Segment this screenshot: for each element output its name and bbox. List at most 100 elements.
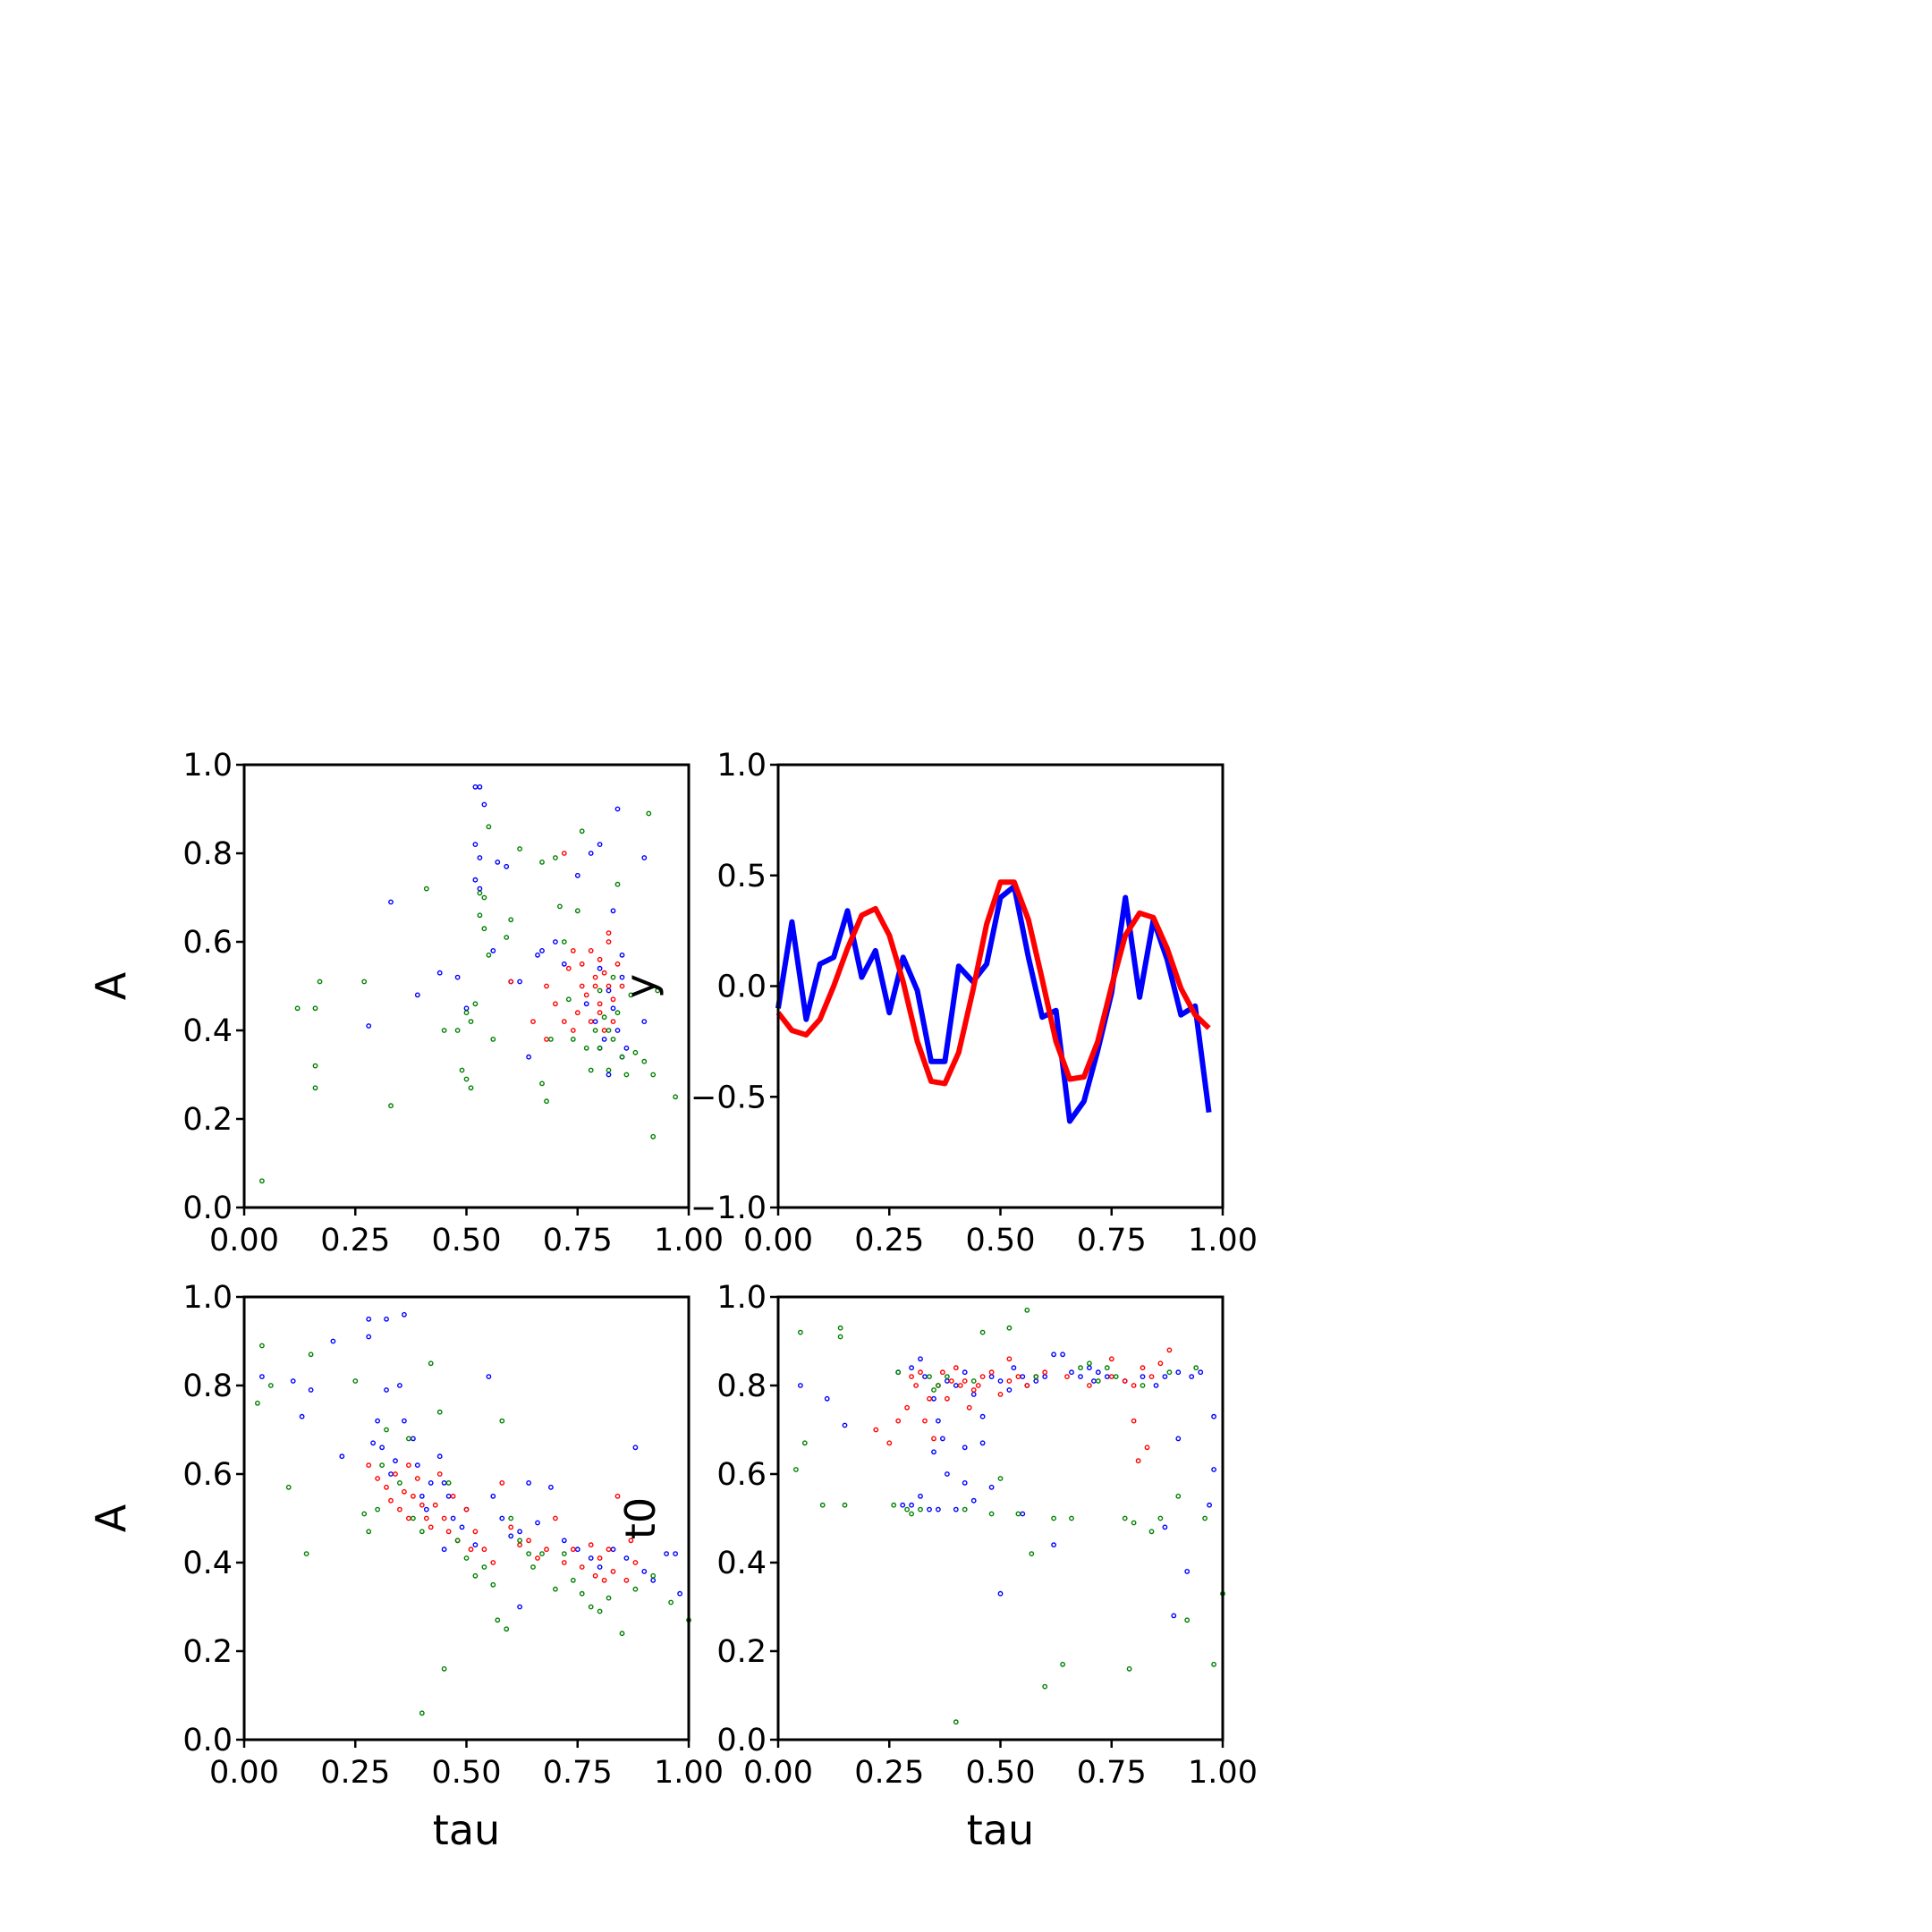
data-point-blue [574,872,580,878]
data-point-blue [472,784,479,790]
data-point-green [317,979,323,985]
data-point-blue [258,1374,265,1380]
data-point-green [517,846,522,852]
data-point-green [481,894,487,901]
x-tick-label: 0.25 [854,1223,924,1258]
data-point-green [668,1599,674,1606]
data-point-red [544,1546,549,1553]
data-point-blue [1171,1613,1177,1619]
x-tick-label: 0.75 [1077,1223,1147,1258]
y-tick-label: 0.0 [182,1191,233,1226]
data-point-green [499,1418,505,1424]
data-point-green [655,987,661,994]
data-point-blue [535,1520,540,1526]
data-point-blue [517,1529,522,1535]
series-line-blue [775,884,1212,1124]
data-point-blue [441,1480,447,1486]
y-tick-label: 0.0 [716,1723,767,1758]
data-point-blue [463,1005,470,1012]
data-point-red [619,983,625,989]
data-point-green [1193,1365,1199,1371]
data-point-green [472,1001,479,1007]
data-point-red [553,1001,558,1007]
data-point-red [940,1369,945,1376]
data-point-green [891,1502,897,1508]
x-tick-label: 0.50 [432,1755,502,1791]
data-point-blue [619,952,625,958]
data-point-red [583,992,589,998]
data-point-green [606,1028,612,1033]
data-point-blue [997,1590,1004,1597]
data-point-green [375,1506,380,1513]
data-point-blue [388,899,394,905]
y-axis-label: t0 [616,1497,665,1539]
data-point-red [375,1476,380,1481]
data-point-green [423,886,429,892]
data-point-blue [597,1564,603,1570]
data-point-green [312,1085,318,1091]
data-point-blue [597,965,603,971]
y-tick-label: 0.8 [182,1368,233,1404]
series-line-red [775,879,1211,1087]
y-tick-label: 0.4 [182,1013,233,1049]
data-point-green [388,1103,394,1109]
data-point-red [490,1560,496,1565]
data-point-green [557,903,563,910]
data-point-green [970,1378,977,1384]
data-point-red [1140,1365,1146,1371]
y-axis-label: A [87,971,135,1000]
data-point-blue [610,908,616,914]
data-point-green [1211,1661,1217,1667]
data-point-green [632,1049,639,1055]
data-point-blue [414,1462,420,1469]
data-point-red [419,1502,425,1508]
data-point-blue [673,1551,678,1557]
data-point-blue [379,1445,385,1451]
data-point-red [601,1028,607,1033]
data-point-blue [388,1471,394,1477]
data-point-green [1131,1520,1137,1526]
data-point-blue [936,1418,941,1424]
data-point-blue [1069,1369,1074,1376]
data-point-red [873,1427,879,1433]
data-point-green [1015,1511,1021,1517]
data-point-red [922,1418,928,1424]
data-point-green [539,1080,545,1087]
data-point-blue [445,1493,452,1499]
data-point-red [428,1524,434,1530]
data-point-blue [499,1515,505,1521]
data-point-green [597,987,603,994]
data-point-red [606,939,612,945]
data-point-red [895,1418,902,1424]
data-point-green [606,1067,612,1073]
data-point-red [957,1383,963,1388]
data-point-green [641,1058,648,1064]
data-point-red [401,1488,407,1495]
x-tick-label: 0.25 [320,1755,390,1791]
data-point-green [962,1506,968,1513]
data-point-blue [962,1369,968,1376]
x-tick-label: 1.00 [654,1755,724,1791]
data-point-green [561,939,567,945]
data-point-blue [936,1506,941,1513]
data-point-green [1126,1665,1132,1672]
data-point-red [570,1028,576,1033]
data-point-blue [601,1037,607,1042]
data-point-green [1113,1374,1119,1380]
data-point-blue [436,1453,443,1460]
data-point-green [1060,1661,1066,1667]
data-point-red [948,1378,954,1384]
data-point-blue [641,1019,648,1025]
data-point-green [588,1604,594,1610]
data-point-red [1024,1383,1030,1388]
data-point-blue [922,1374,928,1380]
data-point-blue [918,1356,923,1362]
data-point-blue [650,1577,657,1583]
data-point-green [1175,1493,1182,1499]
data-point-blue [931,1449,936,1455]
data-point-blue [472,877,479,883]
data-point-green [1122,1515,1128,1521]
data-point-blue [641,855,648,860]
data-point-blue [410,1436,416,1442]
data-point-green [410,1515,416,1521]
